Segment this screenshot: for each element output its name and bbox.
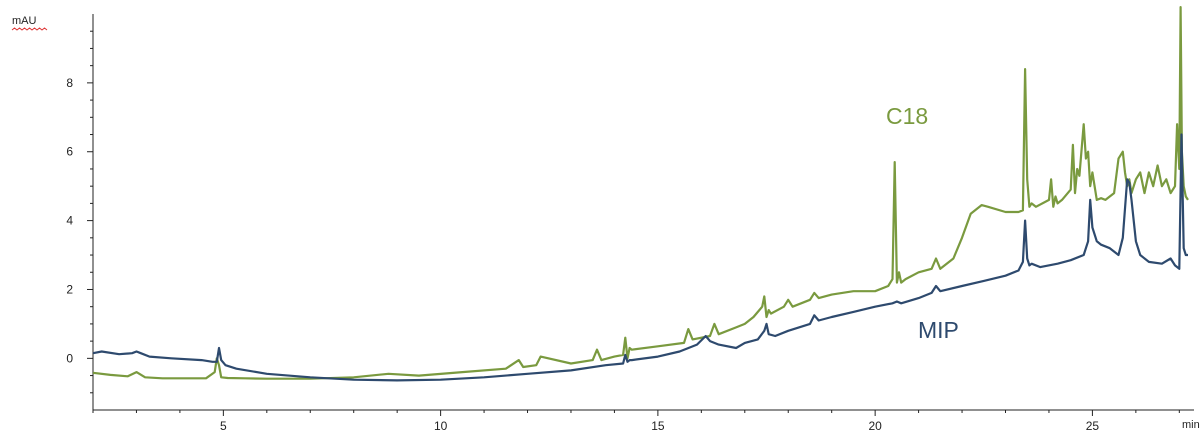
y-tick-label: 6 xyxy=(66,145,73,159)
spellcheck-underline xyxy=(11,27,48,31)
x-tick-label: 15 xyxy=(651,419,665,430)
series-label-c18: C18 xyxy=(886,103,928,129)
y-tick-label: 8 xyxy=(66,76,73,90)
x-axis-unit-label: min xyxy=(1182,419,1200,430)
x-tick-label: 5 xyxy=(220,419,227,430)
x-tick-label: 10 xyxy=(434,419,448,430)
y-tick-label: 0 xyxy=(66,351,73,365)
x-tick-label: 20 xyxy=(868,419,882,430)
series-line-mip xyxy=(92,133,1188,382)
y-tick-label: 4 xyxy=(66,214,73,228)
y-axis-unit-label: mAU xyxy=(12,15,37,27)
series-line-c18 xyxy=(92,5,1189,380)
series-layer xyxy=(92,5,1189,382)
x-tick-label: 25 xyxy=(1086,419,1100,430)
axes-layer: 0 2 4 6 8 5 10 15 20 25 xyxy=(66,14,1194,430)
series-label-mip: MIP xyxy=(918,317,959,343)
y-tick-label: 2 xyxy=(66,282,73,296)
